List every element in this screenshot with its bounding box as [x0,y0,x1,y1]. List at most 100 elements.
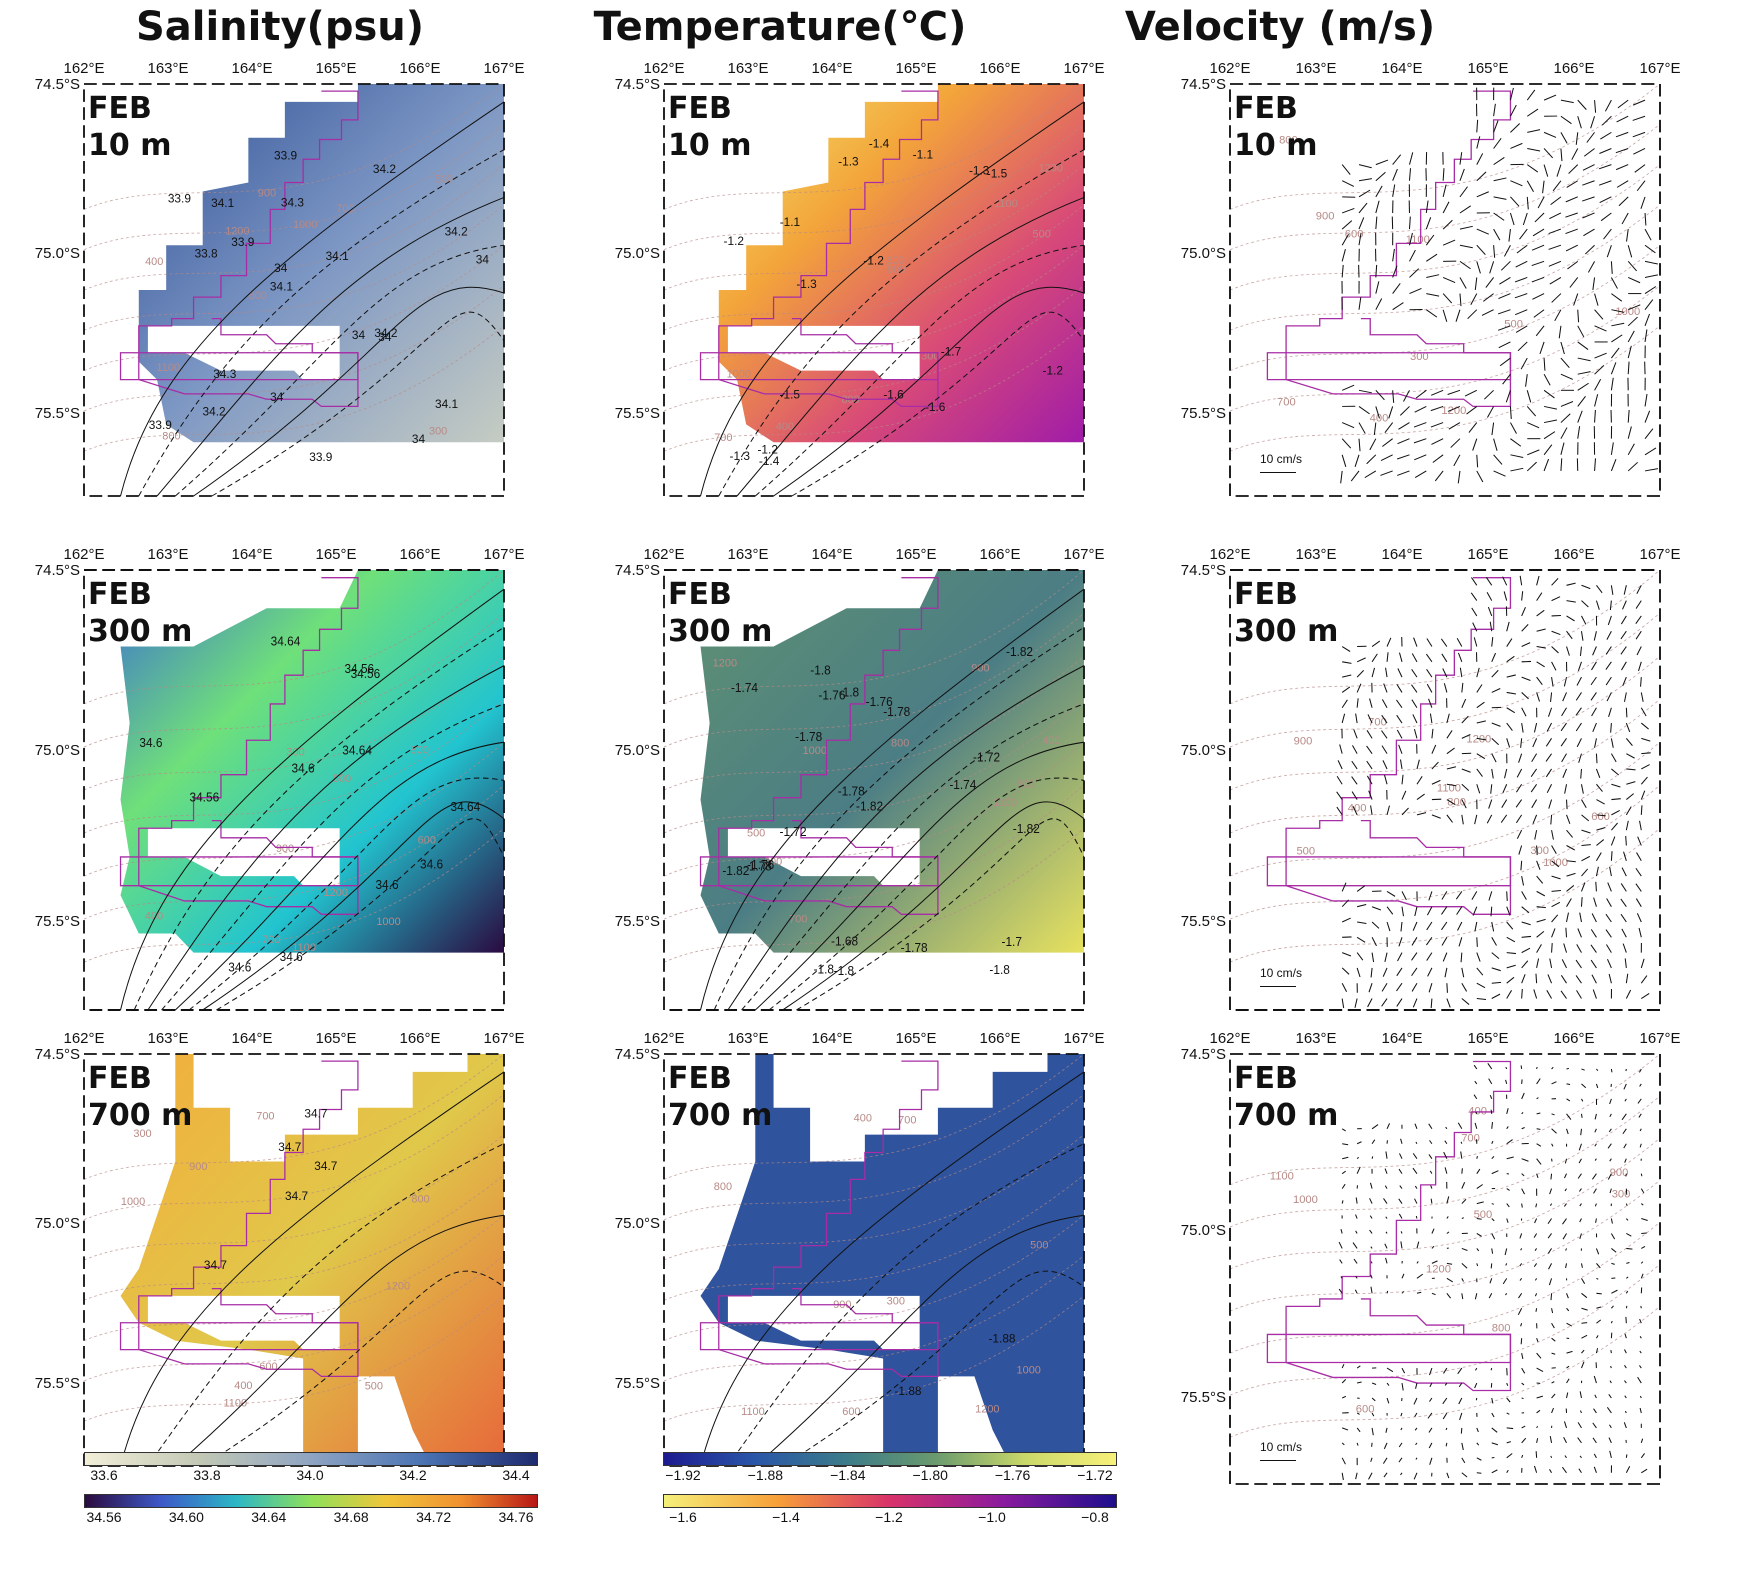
bathymetry-label: 1000 [803,745,827,757]
longitude-label: 163°E [1295,1030,1337,1047]
contour-label: 34.6 [228,960,251,974]
ice-shelf-border [1285,1333,1512,1392]
colorbar-tick-label: 34.72 [416,1509,452,1525]
contour-label: -1.3 [838,156,859,169]
colorbar-tick-label: 34.60 [168,1509,204,1525]
bathymetry-label: 1100 [741,1406,765,1418]
isolines [120,588,505,1011]
contour-label: -1.3 [796,278,817,291]
panel-label: FEB 300 m [668,576,772,650]
longitude-label: 163°E [727,1030,769,1047]
coastline-border [119,1060,359,1351]
contour-label: -1.2 [863,254,883,267]
ice-shelf-border [138,1322,359,1378]
colorbar-tick-label: 34.68 [333,1509,369,1525]
bathymetry-label: 600 [764,856,782,868]
month-label: FEB [88,1061,152,1096]
colorbar-tick-label: 33.8 [193,1467,221,1483]
longitude-label: 166°E [979,546,1021,563]
depth-label: 300 m [1234,614,1339,649]
bathymetry-label: 800 [891,737,909,749]
map-frame [663,83,1085,497]
longitude-axis: 162°E 163°E 164°E 165°E 166°E 167°E [1170,60,1730,80]
colorbar-tick-label: −1.84 [830,1467,866,1483]
contour-label: 34.64 [451,800,481,814]
longitude-label: 167°E [1063,60,1105,77]
contour-label: 33.9 [149,419,172,432]
map-frame [663,1053,1085,1467]
latitude-label: 75.0°S [34,244,80,262]
velocity-scale-label: 10 cm/s [1260,966,1303,980]
bathymetry-label: 700 [898,1115,916,1127]
contour-label: -1.4 [759,455,780,468]
bathymetry-label: 500 [1030,1240,1048,1252]
month-label: FEB [1234,577,1298,612]
bathymetry-label: 300 [1016,778,1034,790]
contour-label: -1.72 [973,750,1000,764]
contour-label: -1.88 [988,1333,1016,1346]
bathymetry-label: 1000 [1615,306,1640,318]
colorbar-tick-label: −0.8 [1081,1509,1109,1525]
bathymetry-label: 500 [1504,319,1523,331]
bathymetry-label: 900 [971,662,989,674]
contour-label: -1.76 [866,695,893,709]
map-panel-tmp-700m: 300 400 500 600 700 800 900 1000 1100 1200 -1.88 -1… [615,1030,1105,1467]
longitude-label: 163°E [147,60,189,77]
longitude-label: 165°E [1467,546,1509,563]
map-canvas: 300 400 500 600 700 800 900 1000 1100 1200 [1229,83,1661,497]
longitude-label: 164°E [231,546,273,563]
bathymetry-contours [83,83,505,452]
contour-label: -1.7 [941,346,961,359]
velocity-vectors [1340,87,1659,484]
map-canvas: 300400500600700800900100011001200-1.76-1… [663,569,1085,1011]
latitude-label: 74.5°S [34,76,80,93]
depth-label: 700 m [668,1098,773,1133]
contour-label: -1.6 [925,401,946,414]
contour-label: -1.5 [987,168,1008,181]
bathymetry-label: 600 [1345,229,1364,241]
bathymetry-label: 500 [365,1381,383,1393]
bathymetry-label: 800 [1492,1322,1511,1334]
contour-label: 34.7 [314,1160,337,1173]
coastline-border [699,576,939,887]
contour-label: 34.2 [374,327,397,340]
longitude-label: 164°E [1381,1030,1423,1047]
longitude-axis: 162°E 163°E 164°E 165°E 166°E 167°E [24,546,584,566]
map-canvas: 30040050060070080090010001100120033.934.… [83,83,505,497]
longitude-label: 166°E [1553,60,1595,77]
bathymetry-label: 1100 [156,362,180,374]
longitude-label: 164°E [231,1030,273,1047]
contour-label: -1.68 [831,934,858,948]
contour-label: 34 [476,254,490,267]
longitude-label: 163°E [727,60,769,77]
latitude-label: 75.5°S [614,1375,660,1393]
bathymetry-label: 400 [1348,803,1367,815]
longitude-label: 165°E [1467,60,1509,77]
coastline-border [699,1060,939,1351]
contour-label: -1.1 [780,216,800,229]
bathymetry-label: 1100 [224,1398,248,1410]
colorbar-tick-label: −1.72 [1077,1467,1113,1483]
latitude-label: 74.5°S [34,1046,80,1063]
panel-label: FEB 10 m [1234,90,1317,164]
contour-label: 34 [412,433,426,446]
bathymetry-label: 1200 [1426,1263,1451,1275]
isolines [700,101,1085,497]
field-fill [138,84,505,443]
bathymetry-label: 600 [842,1406,860,1418]
contour-label: -1.76 [818,688,845,702]
contour-label: -1.78 [883,705,910,719]
contour-label: 34.56 [189,790,219,804]
contour-label: -1.74 [949,778,976,792]
longitude-label: 167°E [1063,1030,1105,1047]
contour-label: 34.2 [445,225,468,238]
longitude-axis: 162°E 163°E 164°E 165°E 166°E 167°E [24,60,584,80]
bathymetry-label: 700 [336,203,354,215]
ice-shelf-border [718,352,939,408]
contour-label: 34.3 [213,368,237,381]
map-canvas: 300 400 500 600 700 800 900 1000 1100 1200 34.7 34.… [83,1053,505,1467]
bathymetry-label: 300 [133,1128,151,1140]
contour-label: 34.3 [281,197,305,210]
depth-label: 700 m [88,1098,193,1133]
contour-label: -1.82 [1013,822,1040,836]
